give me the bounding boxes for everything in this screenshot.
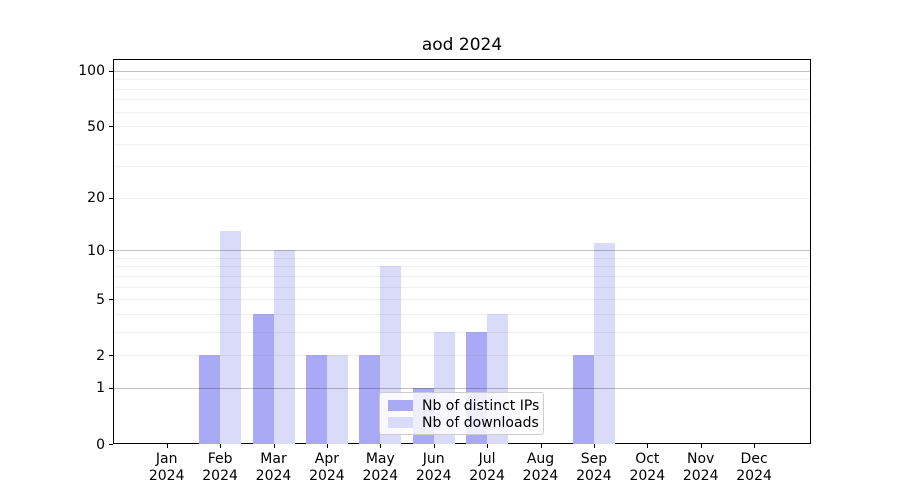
gridline-minor-40 [114, 143, 810, 145]
x-tick-label-5: Jun 2024 [415, 451, 452, 484]
gridline-major-1 [114, 387, 810, 389]
legend-item-distinct-ips: Nb of distinct IPs [388, 397, 539, 414]
x-tick-label-7: Aug 2024 [522, 451, 559, 484]
x-tick-mark-6 [487, 444, 489, 448]
x-tick-mark-11 [754, 444, 756, 448]
bar-downloads-1 [220, 230, 242, 444]
y-tick-label-20: 20 [87, 190, 105, 207]
gridline-minor-70 [114, 99, 810, 101]
y-tick-label-2: 2 [96, 347, 105, 364]
y-tick-mark-50 [109, 126, 113, 128]
x-tick-mark-4 [380, 444, 382, 448]
chart-title: aod 2024 [421, 35, 503, 55]
x-tick-label-6: Jul 2024 [469, 451, 505, 484]
gridline-minor-7 [114, 275, 810, 277]
x-tick-label-11: Dec 2024 [736, 451, 772, 484]
gridline-minor-80 [114, 88, 810, 90]
y-tick-mark-1 [109, 387, 113, 389]
x-tick-label-1: Feb 2024 [202, 451, 238, 484]
y-tick-mark-10 [109, 250, 113, 252]
y-tick-mark-2 [109, 355, 113, 357]
x-tick-mark-7 [540, 444, 542, 448]
legend-label-distinct-ips: Nb of distinct IPs [422, 397, 540, 414]
x-tick-mark-5 [433, 444, 435, 448]
x-tick-label-4: May 2024 [362, 451, 399, 484]
y-tick-label-5: 5 [96, 291, 105, 308]
y-tick-label-1: 1 [96, 380, 105, 397]
x-tick-mark-2 [273, 444, 275, 448]
gridline-minor-90 [114, 79, 810, 81]
gridline-major-10 [114, 250, 810, 252]
bar-distinct-ips-2 [252, 313, 274, 444]
bar-distinct-ips-4 [359, 355, 381, 444]
x-tick-label-2: Mar 2024 [255, 451, 292, 484]
x-tick-mark-9 [647, 444, 649, 448]
bar-distinct-ips-1 [199, 355, 221, 444]
x-tick-mark-8 [593, 444, 595, 448]
gridline-minor-3 [114, 331, 810, 333]
gridline-minor-9 [114, 257, 810, 259]
legend-swatch-distinct-ips [388, 400, 413, 411]
x-tick-mark-1 [220, 444, 222, 448]
y-tick-mark-5 [109, 299, 113, 301]
y-tick-mark-20 [109, 197, 113, 199]
legend-swatch-downloads [388, 417, 413, 428]
bar-downloads-2 [273, 250, 295, 444]
gridline-major-100 [114, 70, 810, 72]
gridline-minor-20 [114, 197, 810, 199]
legend-item-downloads: Nb of downloads [388, 414, 539, 431]
x-tick-mark-10 [700, 444, 702, 448]
y-tick-label-10: 10 [87, 242, 105, 259]
y-tick-label-100: 100 [78, 63, 105, 80]
x-tick-label-8: Sep 2024 [576, 451, 612, 484]
gridline-minor-5 [114, 299, 810, 301]
gridline-minor-50 [114, 126, 810, 128]
bar-distinct-ips-3 [305, 355, 327, 444]
gridline-minor-8 [114, 266, 810, 268]
plot-area [113, 59, 811, 444]
x-tick-label-3: Apr 2024 [309, 451, 345, 484]
gridline-minor-4 [114, 313, 810, 315]
legend: Nb of distinct IPs Nb of downloads [379, 392, 544, 435]
x-tick-mark-0 [166, 444, 168, 448]
bar-downloads-3 [326, 355, 348, 444]
gridline-minor-2 [114, 355, 810, 357]
x-tick-mark-3 [326, 444, 328, 448]
gridline-minor-30 [114, 166, 810, 168]
gridline-minor-60 [114, 111, 810, 113]
x-tick-label-0: Jan 2024 [148, 451, 185, 484]
gridline-minor-6 [114, 286, 810, 288]
y-tick-label-50: 50 [87, 118, 105, 135]
x-tick-label-10: Nov 2024 [682, 451, 719, 484]
y-tick-mark-100 [109, 70, 113, 72]
legend-label-downloads: Nb of downloads [422, 414, 539, 431]
y-tick-label-0: 0 [96, 436, 105, 453]
x-tick-label-9: Oct 2024 [629, 451, 666, 484]
bar-distinct-ips-8 [572, 355, 594, 444]
y-tick-mark-0 [109, 444, 113, 445]
bar-downloads-8 [593, 243, 615, 444]
